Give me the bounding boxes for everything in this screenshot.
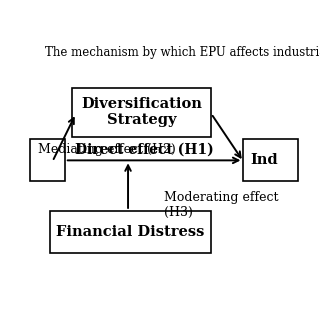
Text: The mechanism by which EPU affects industrial c: The mechanism by which EPU affects indus…	[45, 46, 320, 59]
Text: Mediating effect (H2): Mediating effect (H2)	[38, 143, 176, 156]
FancyBboxPatch shape	[72, 88, 211, 137]
Text: Direct effect (H1): Direct effect (H1)	[75, 143, 213, 157]
Text: Diversification
Strategy: Diversification Strategy	[81, 97, 202, 127]
Text: Financial Distress: Financial Distress	[56, 225, 205, 239]
FancyBboxPatch shape	[243, 140, 298, 181]
Text: Ind: Ind	[251, 153, 278, 167]
FancyBboxPatch shape	[30, 140, 65, 181]
Text: Moderating effect
(H3): Moderating effect (H3)	[164, 191, 278, 219]
FancyBboxPatch shape	[50, 211, 211, 253]
